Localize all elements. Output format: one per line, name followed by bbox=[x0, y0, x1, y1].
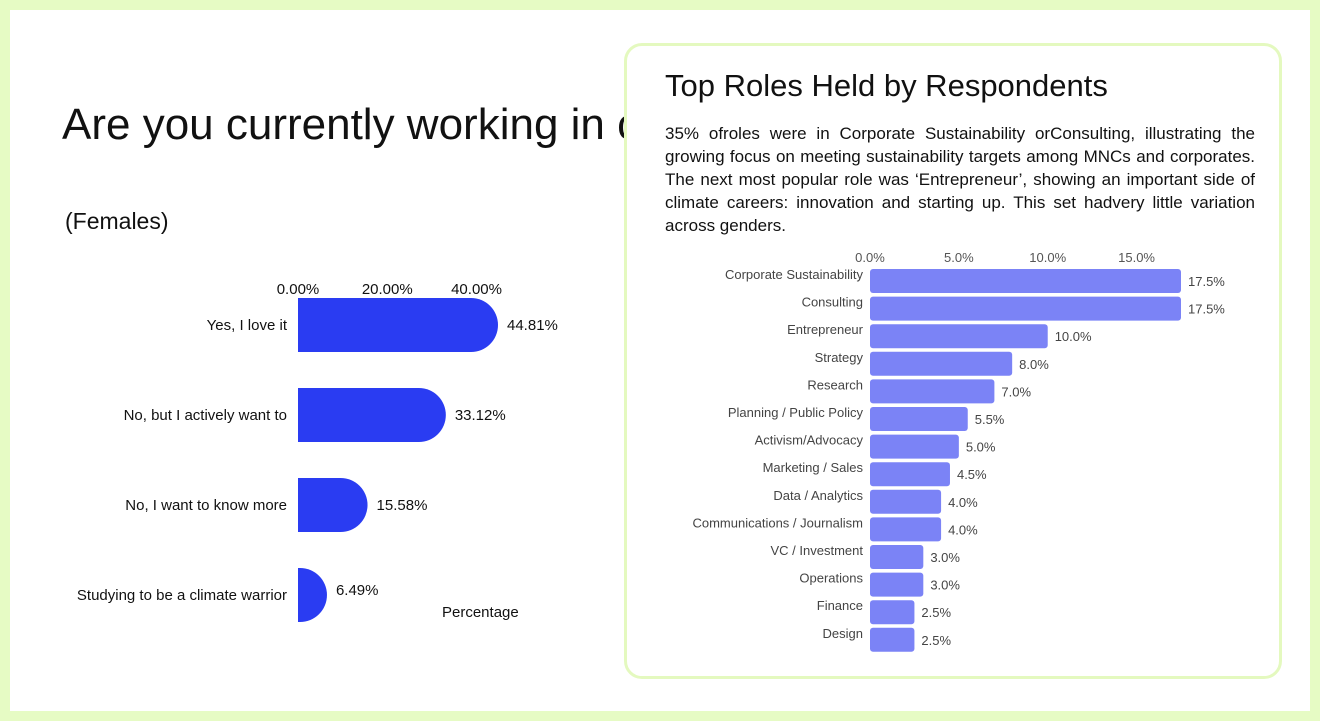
bar bbox=[870, 627, 915, 652]
x-axis-label: Percentage bbox=[442, 604, 519, 621]
bar bbox=[870, 324, 1048, 349]
data-label: 7.0% bbox=[1001, 384, 1031, 399]
x-tick-label: 10.0% bbox=[1029, 250, 1066, 265]
bar bbox=[870, 296, 1181, 321]
category-label: Strategy bbox=[815, 350, 864, 365]
data-label: 3.0% bbox=[930, 550, 960, 565]
bar bbox=[870, 379, 995, 404]
category-label: Yes, I love it bbox=[207, 317, 288, 334]
category-label: No, but I actively want to bbox=[124, 407, 287, 424]
data-label: 17.5% bbox=[1188, 302, 1225, 317]
bar bbox=[298, 298, 498, 352]
category-label: Communications / Journalism bbox=[692, 515, 863, 530]
category-label: Entrepreneur bbox=[787, 322, 864, 337]
bar bbox=[870, 351, 1013, 376]
x-tick-label: 0.00% bbox=[277, 281, 320, 298]
x-tick-label: 40.00% bbox=[451, 281, 502, 298]
bar bbox=[870, 462, 950, 487]
x-tick-label: 5.0% bbox=[944, 250, 974, 265]
data-label: 8.0% bbox=[1019, 357, 1049, 372]
data-label: 33.12% bbox=[455, 407, 506, 424]
category-label: Consulting bbox=[802, 295, 863, 310]
roles-card-title: Top Roles Held by Respondents bbox=[665, 68, 1108, 103]
category-label: No, I want to know more bbox=[125, 497, 287, 514]
data-label: 2.5% bbox=[921, 605, 951, 620]
category-label: Research bbox=[807, 377, 863, 392]
data-label: 17.5% bbox=[1188, 274, 1225, 289]
x-tick-label: 20.00% bbox=[362, 281, 413, 298]
data-label: 5.5% bbox=[975, 412, 1005, 427]
bar bbox=[870, 407, 968, 431]
bar bbox=[298, 478, 368, 532]
roles-card-description: 35% ofroles were in Corporate Sustainabi… bbox=[665, 124, 1255, 235]
left-chart-subtitle: (Females) bbox=[65, 208, 169, 234]
category-label: Design bbox=[823, 626, 863, 641]
bar bbox=[298, 568, 327, 622]
data-label: 4.0% bbox=[948, 495, 978, 510]
x-tick-label: 15.0% bbox=[1118, 250, 1155, 265]
bar bbox=[870, 269, 1181, 293]
data-label: 15.58% bbox=[377, 497, 428, 514]
data-label: 5.0% bbox=[966, 440, 996, 455]
data-label: 3.0% bbox=[930, 578, 960, 593]
data-label: 2.5% bbox=[921, 633, 951, 648]
roles-bar-chart: 0.0% 5.0% 10.0% 15.0% Corporate Sustainabili… bbox=[692, 250, 1225, 652]
data-label: 4.0% bbox=[948, 522, 978, 537]
left-bar-chart: 0.00% 20.00% 40.00% Yes, I love it 44.81% No,… bbox=[77, 281, 558, 622]
category-label: Finance bbox=[817, 598, 863, 613]
bar bbox=[870, 545, 924, 569]
bar bbox=[298, 388, 446, 442]
bar bbox=[870, 572, 924, 597]
category-label: Activism/Advocacy bbox=[755, 433, 864, 448]
bar bbox=[870, 434, 959, 459]
category-label: VC / Investment bbox=[771, 543, 864, 558]
category-label: Planning / Public Policy bbox=[728, 405, 864, 420]
category-label: Data / Analytics bbox=[773, 488, 863, 503]
data-label: 6.49% bbox=[336, 582, 379, 599]
bar bbox=[870, 517, 942, 542]
category-label: Marketing / Sales bbox=[763, 460, 864, 475]
data-label: 4.5% bbox=[957, 467, 987, 482]
data-label: 10.0% bbox=[1055, 329, 1092, 344]
bar bbox=[870, 489, 942, 514]
category-label: Operations bbox=[799, 571, 863, 586]
category-label: Corporate Sustainability bbox=[725, 267, 864, 282]
page-frame: Are you currently working in climate? (F… bbox=[10, 10, 1310, 711]
bar bbox=[870, 600, 915, 625]
data-label: 44.81% bbox=[507, 317, 558, 334]
roles-card: Top Roles Held by Respondents 35% ofrole… bbox=[624, 43, 1282, 679]
x-tick-label: 0.0% bbox=[855, 250, 885, 265]
category-label: Studying to be a climate warrior bbox=[77, 587, 287, 604]
